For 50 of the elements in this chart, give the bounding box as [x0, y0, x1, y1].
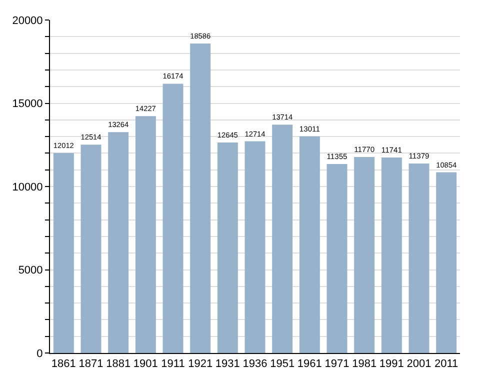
- bar: [272, 124, 293, 353]
- bar: [135, 116, 156, 353]
- data-label: 14227: [135, 104, 156, 114]
- data-label: 10854: [436, 160, 457, 170]
- x-tick-label: 1881: [106, 358, 131, 370]
- x-tick-label: 1981: [352, 358, 377, 370]
- x-tick-label: 1931: [215, 358, 240, 370]
- y-tick-label: 0: [36, 348, 43, 360]
- y-tick-label: 10000: [12, 181, 43, 194]
- bar: [436, 172, 457, 353]
- bar: [217, 142, 238, 353]
- bar: [162, 84, 184, 353]
- x-tick-label: 1991: [379, 358, 404, 370]
- data-label: 13714: [272, 112, 293, 122]
- bar: [326, 164, 348, 353]
- bar: [190, 44, 211, 353]
- x-tick-label: 1951: [270, 358, 295, 370]
- bar: [408, 164, 430, 353]
- bar: [244, 141, 266, 353]
- x-tick-label: 1901: [133, 358, 158, 370]
- y-tick-label: 15000: [12, 98, 43, 110]
- y-tick-label: 5000: [18, 264, 43, 277]
- x-tick-label: 2001: [406, 358, 432, 370]
- data-label: 11741: [381, 145, 402, 154]
- data-label: 12645: [217, 130, 238, 140]
- x-tick-label: 2011: [434, 358, 458, 370]
- bar: [354, 157, 375, 353]
- bar: [53, 153, 74, 353]
- x-tick-label: 1911: [161, 358, 185, 370]
- data-label: 11770: [354, 144, 375, 154]
- data-label: 16174: [162, 72, 184, 81]
- data-label: 12514: [80, 132, 102, 142]
- x-tick-label: 1921: [188, 358, 213, 370]
- data-label: 12714: [244, 129, 266, 138]
- bar: [381, 158, 402, 353]
- x-tick-label: 1971: [324, 358, 350, 370]
- data-label: 11355: [326, 152, 348, 161]
- x-tick-label: 1871: [78, 358, 104, 370]
- bar: [108, 132, 129, 353]
- bar: [299, 136, 320, 353]
- data-label: 13011: [299, 124, 320, 134]
- y-tick-label: 20000: [12, 14, 43, 27]
- data-label: 13264: [108, 120, 129, 130]
- data-label: 18586: [190, 32, 211, 41]
- bar: [80, 144, 102, 353]
- data-label: 12012: [53, 140, 74, 150]
- data-label: 11379: [408, 151, 430, 160]
- x-tick-label: 1861: [51, 358, 76, 370]
- x-tick-label: 1936: [242, 358, 268, 370]
- x-tick-label: 1961: [297, 358, 322, 370]
